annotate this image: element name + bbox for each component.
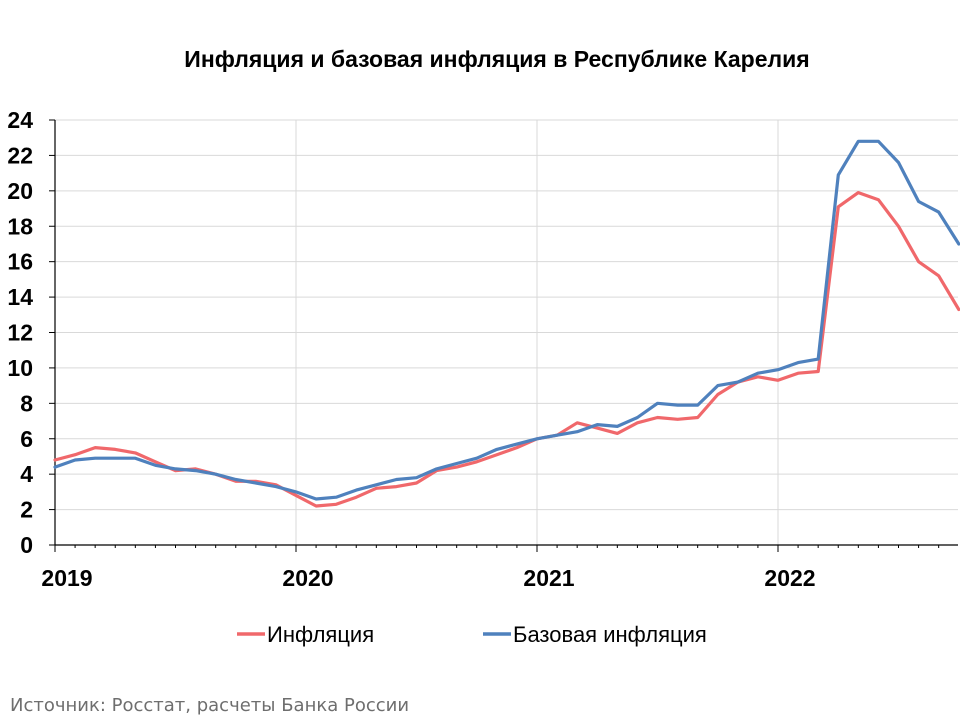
y-tick-label: 8 — [20, 390, 33, 416]
series-line-core-inflation — [53, 139, 960, 501]
y-tick-label: 6 — [20, 426, 33, 452]
y-tick-label: 0 — [20, 532, 33, 558]
x-axis-ticks: 2019 2020 2021 2022 — [41, 565, 815, 591]
source-note: Источник: Росстат, расчеты Банка России — [10, 695, 409, 716]
y-tick-label: 14 — [7, 284, 33, 310]
axes — [49, 119, 958, 552]
chart-title: Инфляция и базовая инфляция в Республике… — [184, 46, 809, 72]
x-tick-label: 2022 — [764, 565, 815, 591]
y-tick-label: 18 — [7, 213, 33, 239]
y-tick-label: 4 — [20, 461, 33, 487]
legend: Инфляция Базовая инфляция — [237, 622, 707, 647]
y-tick-label: 22 — [7, 142, 33, 168]
y-tick-label: 24 — [7, 107, 33, 133]
legend-label-core-inflation: Базовая инфляция — [513, 622, 707, 647]
x-tick-label: 2021 — [523, 565, 574, 591]
y-tick-label: 16 — [7, 249, 33, 275]
legend-label-inflation: Инфляция — [267, 622, 374, 647]
series-line-inflation — [53, 191, 960, 508]
series-lines — [53, 139, 960, 508]
grid — [55, 119, 958, 545]
x-tick-label: 2019 — [41, 565, 92, 591]
y-tick-label: 10 — [7, 355, 33, 381]
x-tick-label: 2020 — [282, 565, 333, 591]
y-tick-label: 20 — [7, 178, 33, 204]
y-tick-label: 2 — [20, 497, 33, 523]
y-tick-label: 12 — [7, 320, 33, 346]
